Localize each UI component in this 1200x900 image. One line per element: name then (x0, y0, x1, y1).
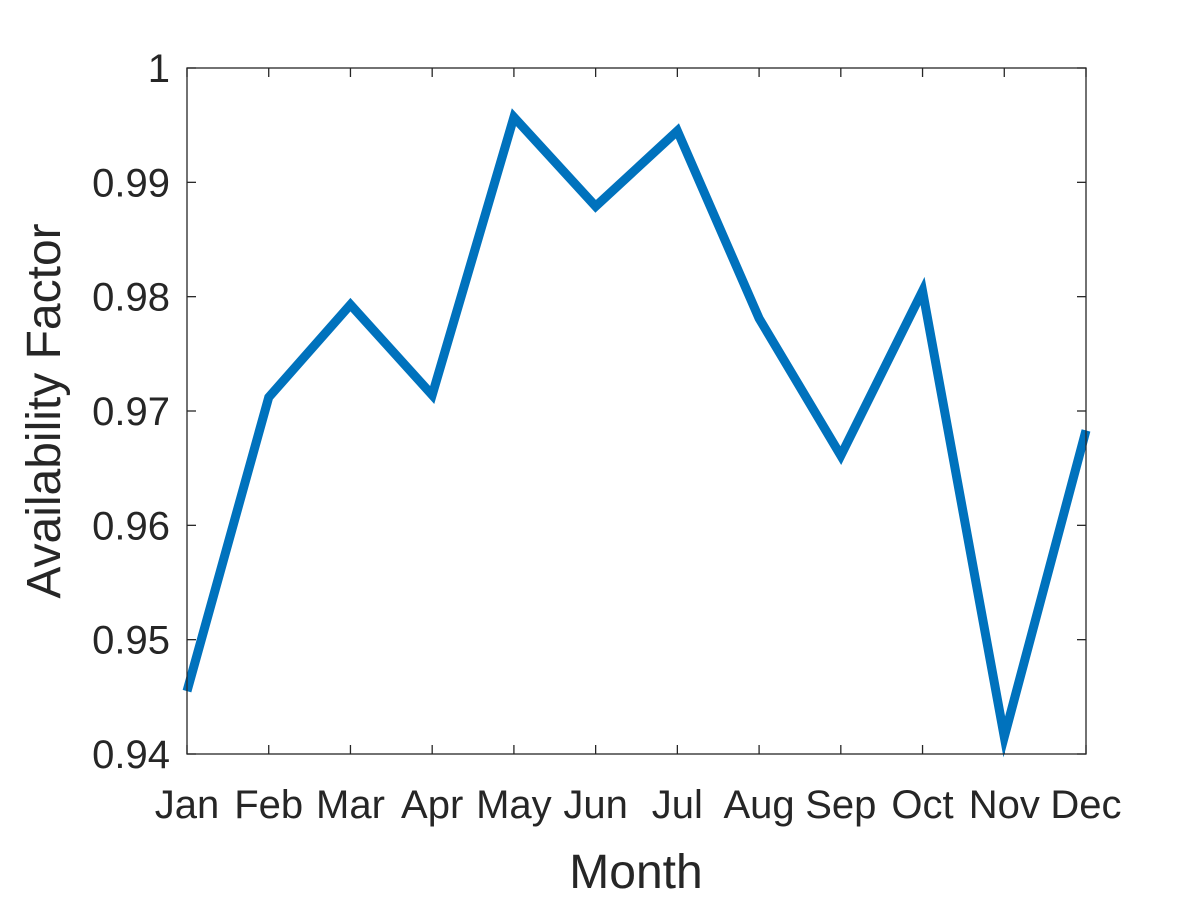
y-tick-label: 1 (148, 47, 170, 91)
x-tick-label: Dec (1050, 783, 1121, 827)
x-tick-label: Nov (969, 783, 1040, 827)
x-tick-label: May (476, 783, 552, 827)
y-tick-label: 0.99 (92, 161, 170, 205)
x-tick-label: Jun (563, 783, 628, 827)
x-tick-label: Sep (805, 783, 876, 827)
y-tick-label: 0.97 (92, 390, 170, 434)
x-tick-label: Jan (155, 783, 220, 827)
axes-box (186, 67, 1087, 755)
y-tick-label: 0.95 (92, 619, 170, 663)
ticks (186, 67, 1087, 755)
x-tick-label: Aug (724, 783, 795, 827)
x-tick-labels: Jan Feb Mar Apr May Jun Jul Aug Sep Oct Nov Dec (155, 783, 1122, 827)
y-tick-label: 0.98 (92, 276, 170, 320)
x-axis-label: Month (569, 846, 702, 899)
x-tick-label: Apr (401, 783, 463, 827)
series-line (182, 108, 1091, 758)
plot-area (187, 68, 1086, 754)
y-axis-label: Availability Factor (18, 223, 71, 598)
x-tick-label: Jul (652, 783, 703, 827)
x-tick-label: Feb (234, 783, 303, 827)
y-tick-label: 0.96 (92, 504, 170, 548)
x-tick-label: Oct (891, 783, 953, 827)
y-tick-label: 0.94 (92, 733, 170, 777)
x-tick-label: Mar (316, 783, 385, 827)
y-tick-labels: 0.94 0.95 0.96 0.97 0.98 0.99 1 (92, 47, 170, 777)
